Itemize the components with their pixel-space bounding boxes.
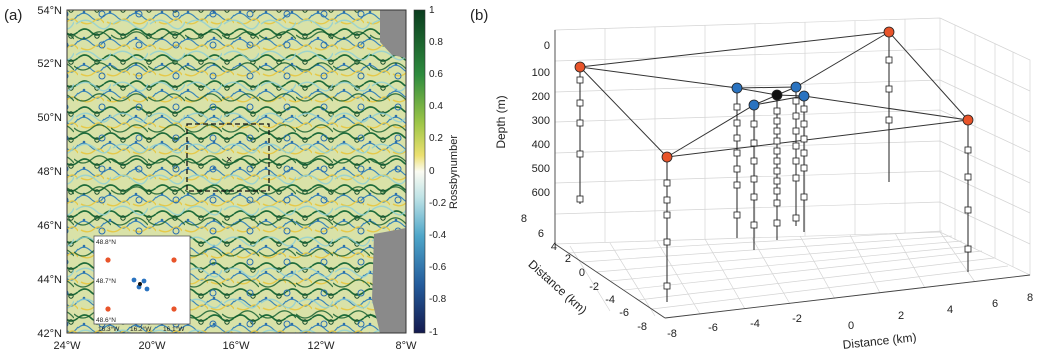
z-axis-ticks: 0 100 200 300 400 500 600 (532, 40, 550, 199)
y-tick: 8 (521, 213, 527, 225)
z-tick: 600 (532, 187, 550, 199)
outer-mooring-dot (105, 306, 111, 312)
z-axis-label: Depth (m) (494, 95, 508, 148)
x-tick: 2 (898, 310, 904, 322)
land-mass-2 (372, 228, 406, 333)
outer-mooring-buoy (574, 61, 586, 73)
outer-mooring-buoy (962, 114, 974, 126)
mooring-inset: 48.8°N 48.7°N 48.6°N 16.3°W 16.2°W 16.1°… (93, 235, 191, 333)
inset-lon-tick: 16.3°W (98, 325, 120, 333)
outer-mooring-dot (105, 257, 111, 263)
instrument-markers (576, 56, 972, 290)
z-tick: 300 (532, 115, 550, 127)
x-tick: -6 (708, 322, 718, 334)
x-tick: 0 (848, 320, 854, 332)
y-tick: 2 (565, 253, 571, 265)
x-axis-label: Distance (km) (842, 330, 917, 352)
lon-tick: 16°W (222, 340, 250, 352)
inner-mooring-dot (131, 277, 137, 283)
inner-mooring-dot (141, 278, 147, 284)
z-tick: 100 (532, 67, 550, 79)
inset-lat-tick: 48.6°N (96, 316, 116, 324)
inner-mooring-buoy (731, 82, 743, 94)
lat-tick: 44°N (37, 274, 62, 286)
land-mass (380, 10, 406, 58)
lon-axis: 24°W 20°W 16°W 12°W 8°W (53, 340, 417, 352)
inset-lon-tick: 16.1°W (163, 325, 185, 333)
lat-tick: 52°N (37, 58, 62, 70)
outer-mooring-dot (171, 257, 177, 263)
colorbar-tick: -1 (429, 327, 438, 338)
y-axis-ticks: 8 6 4 2 0 -2 -4 -6 -8 (521, 213, 647, 333)
y-tick: 0 (579, 267, 585, 279)
lat-tick: 42°N (37, 328, 62, 340)
x-tick: 8 (1027, 292, 1033, 304)
inner-mooring-dot (144, 286, 150, 292)
outer-mooring-buoy (883, 26, 895, 38)
lon-tick: 24°W (53, 340, 81, 352)
inner-mooring-buoy (790, 81, 802, 93)
z-tick: 0 (544, 40, 550, 52)
colorbar-tick: 0.8 (429, 37, 443, 48)
outer-mooring-buoy (661, 151, 673, 163)
y-tick: -4 (605, 294, 615, 306)
colorbar-tick: -0.2 (429, 198, 447, 209)
y-tick: -8 (637, 321, 647, 333)
inset-lat-tick: 48.7°N (96, 277, 116, 285)
z-tick: 400 (532, 139, 550, 151)
colorbar-tick: -0.4 (429, 230, 447, 241)
lat-tick: 54°N (37, 5, 62, 17)
colorbar: 1 0.8 0.6 0.4 0.2 0 -0.2 -0.4 -0.6 -0.8 … (413, 5, 460, 338)
box-3d (554, 17, 1031, 319)
colorbar-tick: -0.8 (429, 294, 447, 305)
inset-lat-tick: 48.8°N (96, 238, 116, 246)
z-tick: 500 (532, 163, 550, 175)
y-tick: 4 (551, 241, 557, 253)
x-tick: 4 (947, 304, 953, 316)
inset-lon-tick: 16.2°W (130, 325, 152, 333)
study-region-box (186, 123, 270, 192)
colorbar-tick: 0.2 (429, 133, 443, 144)
lon-tick: 8°W (396, 340, 418, 352)
colorbar-label: Rossbynumber (448, 135, 460, 209)
y-tick: 6 (538, 228, 544, 240)
mooring-lines (579, 32, 969, 302)
lon-tick: 20°W (138, 340, 166, 352)
panel-b-label: (b) (470, 7, 488, 24)
x-tick: 6 (992, 298, 998, 310)
colorbar-tick: -0.6 (429, 262, 447, 273)
center-mooring-buoy (771, 89, 783, 101)
x-tick: -8 (667, 328, 677, 340)
x-axis-ticks: -8 -6 -4 -2 0 2 4 6 8 (667, 292, 1033, 340)
mooring-buoys (574, 26, 974, 163)
x-tick: -2 (792, 313, 802, 325)
colorbar-tick: 0 (429, 166, 435, 177)
colorbar-tick: 0.4 (429, 101, 443, 112)
y-tick: -6 (619, 307, 629, 319)
colorbar-tick: 0.6 (429, 69, 443, 80)
x-tick: -4 (750, 318, 760, 330)
panel-a-label: (a) (4, 7, 22, 24)
lon-tick: 12°W (307, 340, 335, 352)
axes-3d (554, 30, 1031, 319)
inner-mooring-buoy (798, 90, 810, 102)
colorbar-tick: 1 (429, 5, 435, 16)
lat-tick: 50°N (37, 112, 62, 124)
center-mooring-dot (138, 282, 142, 286)
y-tick: -2 (589, 281, 599, 293)
z-tick: 200 (532, 91, 550, 103)
outer-mooring-dot (171, 306, 177, 312)
lat-tick: 48°N (37, 166, 62, 178)
lat-axis: 54°N 52°N 50°N 48°N 46°N 44°N 42°N (37, 5, 62, 340)
inner-mooring-buoy (748, 99, 760, 111)
lat-tick: 46°N (37, 220, 62, 232)
study-site-marker: × (226, 154, 232, 166)
